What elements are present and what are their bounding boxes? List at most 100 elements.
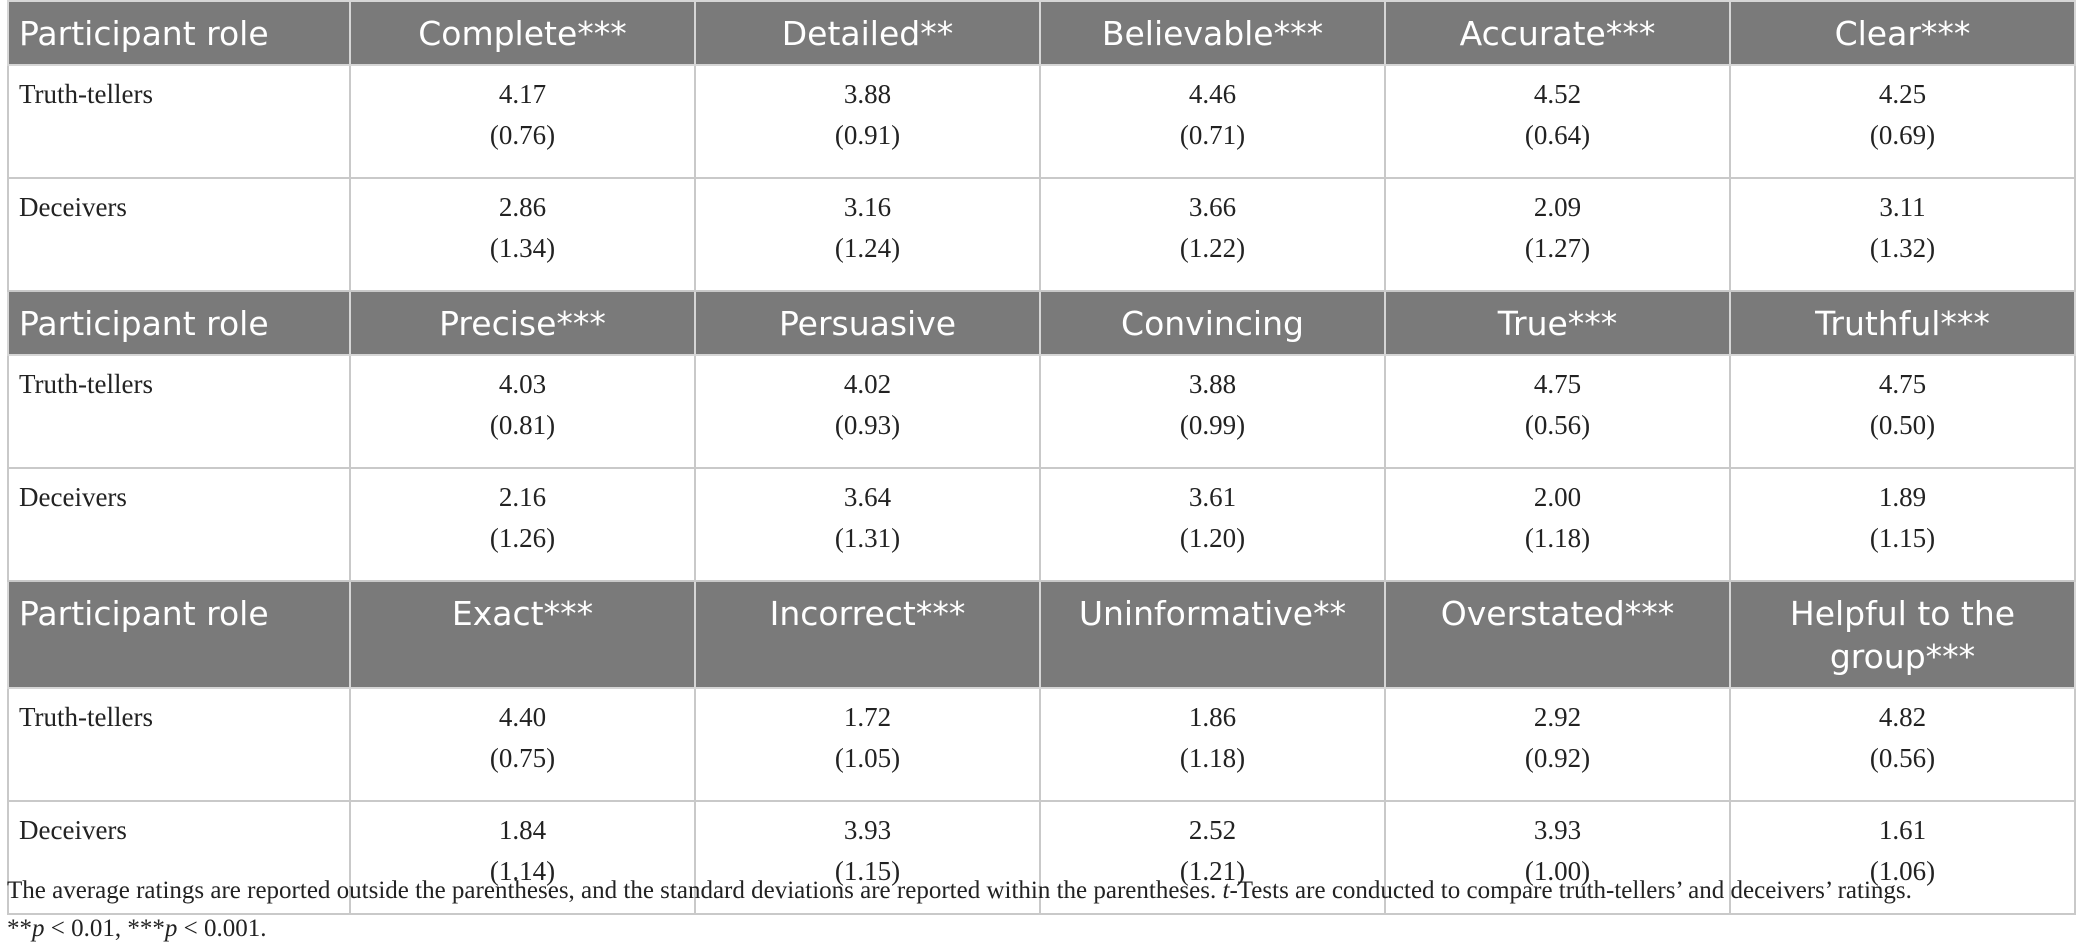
footnote-text-cont: -Tests are conducted to compare truth-te… xyxy=(1229,877,1912,904)
mean-value: 3.66 xyxy=(1188,192,1237,222)
rating-cell: 2.09 (1.27) xyxy=(1384,177,1731,292)
mean-value: 2.92 xyxy=(1533,702,1582,732)
column-header-role: Participant role xyxy=(7,0,351,66)
participant-role-cell: Truth-tellers xyxy=(7,354,351,469)
column-header: Uninformative** xyxy=(1039,580,1386,689)
column-header-role: Participant role xyxy=(7,580,351,689)
rating-cell: 3.88 (0.99) xyxy=(1039,354,1386,469)
mean-value: 4.75 xyxy=(1533,369,1582,399)
rating-cell: 2.16 (1.26) xyxy=(349,467,696,582)
column-header: Complete*** xyxy=(349,0,696,66)
column-header: Truthful*** xyxy=(1729,290,2076,356)
participant-role-cell: Deceivers xyxy=(7,467,351,582)
column-header: Convincing xyxy=(1039,290,1386,356)
rating-cell: 4.25 (0.69) xyxy=(1729,64,2076,179)
sd-value: (0.99) xyxy=(1179,410,1246,440)
rating-cell: 4.52 (0.64) xyxy=(1384,64,1731,179)
mean-value: 4.17 xyxy=(498,79,547,109)
mean-value: 3.61 xyxy=(1188,482,1237,512)
sd-value: (0.93) xyxy=(834,410,901,440)
significance-marker: *** xyxy=(127,915,165,942)
mean-value: 1.61 xyxy=(1878,815,1927,845)
mean-value: 4.40 xyxy=(498,702,547,732)
participant-role-cell: Deceivers xyxy=(7,800,351,915)
mean-value: 4.46 xyxy=(1188,79,1237,109)
column-header: Persuasive xyxy=(694,290,1041,356)
table-row: Truth-tellers 4.03 (0.81) 4.02 (0.93) 3.88 (0.… xyxy=(7,354,2076,469)
p-symbol: p xyxy=(32,915,45,942)
rating-cell: 4.17 (0.76) xyxy=(349,64,696,179)
rating-cell: 1.84 (1.14) xyxy=(349,800,696,915)
rating-cell: 3.16 (1.24) xyxy=(694,177,1041,292)
sd-value: (0.56) xyxy=(1524,410,1591,440)
mean-value: 4.25 xyxy=(1878,79,1927,109)
ratings-table: Participant role Complete*** Detailed** Bel… xyxy=(7,0,2076,915)
sd-value: (1.21) xyxy=(1179,856,1246,886)
mean-value: 1.89 xyxy=(1878,482,1927,512)
significance-threshold: < 0.01, xyxy=(44,915,128,942)
sd-value: (1.18) xyxy=(1179,743,1246,773)
table-row: Deceivers 2.16 (1.26) 3.64 (1.31) 3.61 (1.20) 2… xyxy=(7,467,2076,582)
footnote-t-symbol: t xyxy=(1222,877,1230,904)
rating-cell: 4.40 (0.75) xyxy=(349,687,696,802)
mean-value: 2.16 xyxy=(498,482,547,512)
column-header: Overstated*** xyxy=(1384,580,1731,689)
mean-value: 3.11 xyxy=(1879,192,1926,222)
column-header: Clear*** xyxy=(1729,0,2076,66)
column-header: Incorrect*** xyxy=(694,580,1041,689)
significance-marker: ** xyxy=(7,915,32,942)
mean-value: 2.00 xyxy=(1533,482,1582,512)
column-header: Detailed** xyxy=(694,0,1041,66)
sd-value: (0.75) xyxy=(489,743,556,773)
table-row: Truth-tellers 4.17 (0.76) 3.88 (0.91) 4.46 (0.… xyxy=(7,64,2076,179)
rating-cell: 4.03 (0.81) xyxy=(349,354,696,469)
sd-value: (0.81) xyxy=(489,410,556,440)
rating-cell: 2.00 (1.18) xyxy=(1384,467,1731,582)
sd-value: (1.24) xyxy=(834,233,901,263)
rating-cell: 4.75 (0.50) xyxy=(1729,354,2076,469)
sd-value: (1.31) xyxy=(834,523,901,553)
rating-cell: 2.52 (1.21) xyxy=(1039,800,1386,915)
sd-value: (1.00) xyxy=(1524,856,1591,886)
rating-cell: 3.88 (0.91) xyxy=(694,64,1041,179)
ratings-table-container: Participant role Complete*** Detailed** Bel… xyxy=(7,0,2076,915)
mean-value: 2.09 xyxy=(1533,192,1582,222)
significance-threshold: < 0.001. xyxy=(177,915,267,942)
sd-value: (0.50) xyxy=(1869,410,1936,440)
participant-role-cell: Truth-tellers xyxy=(7,687,351,802)
mean-value: 3.88 xyxy=(1188,369,1237,399)
rating-cell: 1.72 (1.05) xyxy=(694,687,1041,802)
mean-value: 3.93 xyxy=(1533,815,1582,845)
rating-cell: 1.86 (1.18) xyxy=(1039,687,1386,802)
mean-value: 2.86 xyxy=(498,192,547,222)
rating-cell: 4.46 (0.71) xyxy=(1039,64,1386,179)
rating-cell: 3.61 (1.20) xyxy=(1039,467,1386,582)
mean-value: 4.02 xyxy=(843,369,892,399)
mean-value: 4.82 xyxy=(1878,702,1927,732)
sd-value: (1.15) xyxy=(834,856,901,886)
column-header: Helpful to the group*** xyxy=(1729,580,2076,689)
table-row: Deceivers 2.86 (1.34) 3.16 (1.24) 3.66 (1.22) 2… xyxy=(7,177,2076,292)
table-row: Deceivers 1.84 (1.14) 3.93 (1.15) 2.52 (1.21) 3… xyxy=(7,800,2076,915)
sd-value: (1.18) xyxy=(1524,523,1591,553)
column-header: True*** xyxy=(1384,290,1731,356)
sd-value: (0.71) xyxy=(1179,120,1246,150)
mean-value: 3.16 xyxy=(843,192,892,222)
column-header: Accurate*** xyxy=(1384,0,1731,66)
sd-value: (0.69) xyxy=(1869,120,1936,150)
column-header: Believable*** xyxy=(1039,0,1386,66)
mean-value: 2.52 xyxy=(1188,815,1237,845)
table-row: Truth-tellers 4.40 (0.75) 1.72 (1.05) 1.86 (1.… xyxy=(7,687,2076,802)
sd-value: (1.34) xyxy=(489,233,556,263)
rating-cell: 3.93 (1.15) xyxy=(694,800,1041,915)
rating-cell: 3.11 (1.32) xyxy=(1729,177,2076,292)
rating-cell: 4.02 (0.93) xyxy=(694,354,1041,469)
mean-value: 1.86 xyxy=(1188,702,1237,732)
rating-cell: 1.61 (1.06) xyxy=(1729,800,2076,915)
column-header-role: Participant role xyxy=(7,290,351,356)
sd-value: (1.05) xyxy=(834,743,901,773)
rating-cell: 3.64 (1.31) xyxy=(694,467,1041,582)
sd-value: (0.76) xyxy=(489,120,556,150)
header-row: Participant role Precise*** Persuasive Conv… xyxy=(7,290,2076,356)
header-row: Participant role Complete*** Detailed** Bel… xyxy=(7,0,2076,66)
